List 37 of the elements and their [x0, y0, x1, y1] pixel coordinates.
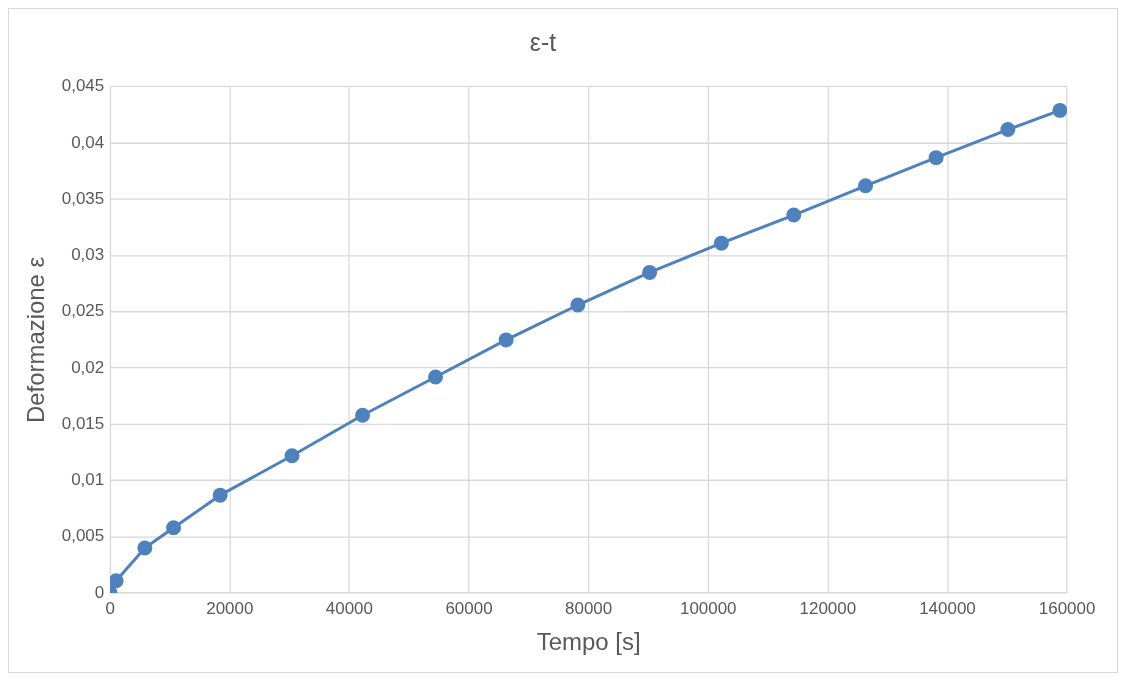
point [284, 448, 300, 464]
x-tick-label: 60000 [445, 598, 493, 618]
point [498, 332, 514, 348]
y-tick-label: 0,045 [61, 76, 105, 96]
x-tick-label: 140000 [919, 598, 976, 618]
x-tick-label: 20000 [206, 598, 254, 618]
point [355, 407, 371, 423]
y-tick-label: 0 [94, 582, 105, 602]
point [428, 369, 443, 385]
point [137, 540, 153, 556]
point [570, 297, 586, 313]
point [110, 573, 124, 589]
y-tick-label: 0,005 [61, 526, 105, 546]
point [928, 150, 944, 166]
x-tick-label: 80000 [565, 598, 613, 618]
x-tick-label: 120000 [799, 598, 857, 618]
y-tick-label: 0,035 [61, 188, 105, 208]
x-tick-label: 100000 [679, 598, 737, 618]
point [642, 264, 658, 280]
y-tick-label: 0,015 [61, 413, 105, 433]
y-tick-label: 0,03 [71, 245, 105, 265]
point [166, 520, 182, 536]
point [858, 178, 874, 194]
x-tick-label: 160000 [1038, 598, 1096, 618]
point [212, 487, 228, 503]
point [1052, 102, 1068, 118]
y-tick-label: 0,025 [61, 301, 105, 321]
point [1000, 122, 1016, 137]
x-tick-label: 40000 [325, 598, 373, 618]
x-axis-title: Tempo [s] [536, 628, 641, 656]
y-tick-label: 0,01 [71, 470, 105, 490]
chart-title: ε-t [529, 27, 557, 56]
y-tick-label: 0,04 [71, 132, 105, 152]
y-axis-title: Deformazione ε [21, 256, 49, 424]
point [713, 235, 729, 251]
y-tick-label: 0,02 [71, 357, 105, 377]
point [786, 207, 802, 223]
